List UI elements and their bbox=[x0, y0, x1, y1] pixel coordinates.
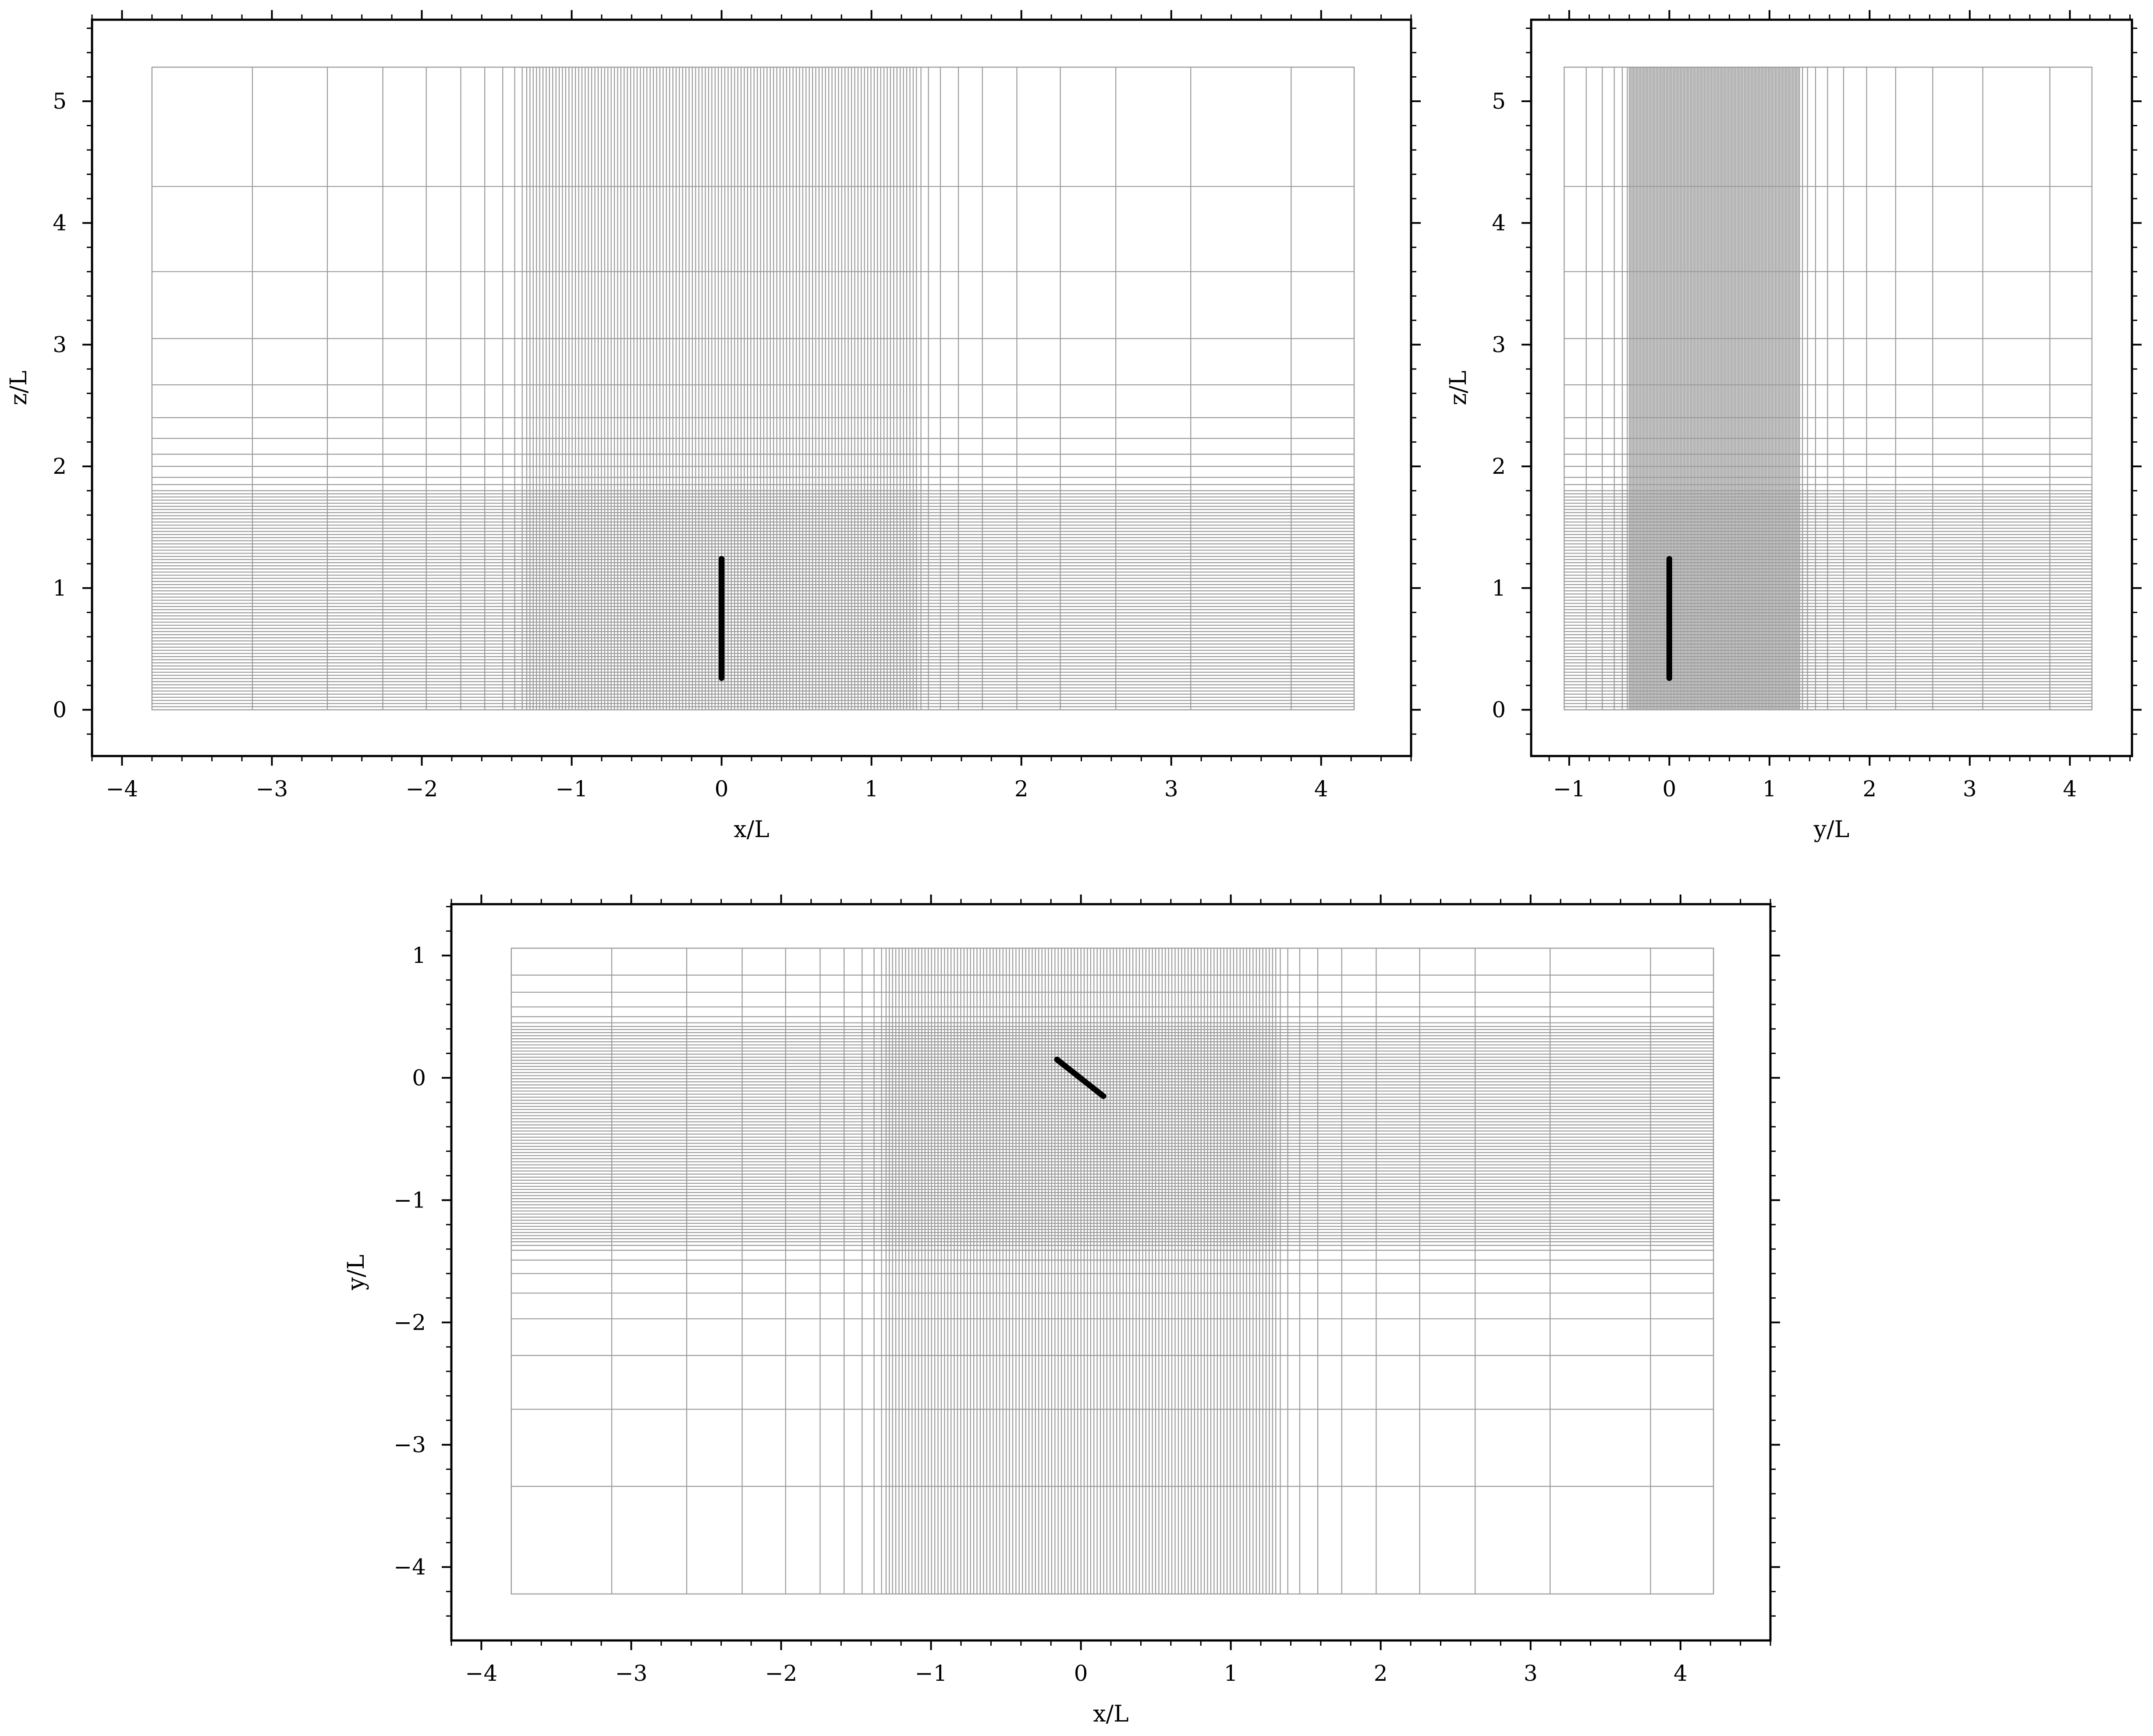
mesh-grid bbox=[511, 948, 1714, 1595]
x-tick-label: 1 bbox=[1224, 1661, 1238, 1686]
x-tick-label: 4 bbox=[1674, 1661, 1688, 1686]
x-tick-label: −2 bbox=[406, 776, 438, 802]
y-tick-label: 3 bbox=[53, 332, 67, 357]
y-tick-label: 5 bbox=[53, 89, 67, 114]
x-tick-label: 2 bbox=[1014, 776, 1029, 802]
y-tick-label: 0 bbox=[53, 697, 67, 722]
y-tick-label: 0 bbox=[412, 1065, 426, 1090]
x-tick-label: 3 bbox=[1524, 1661, 1538, 1686]
x-tick-label: 1 bbox=[1763, 776, 1777, 802]
y-tick-label: 3 bbox=[1492, 332, 1506, 357]
y-tick-label: −1 bbox=[394, 1187, 426, 1213]
mesh-grid bbox=[1564, 67, 2093, 710]
y-axis-label: z/L bbox=[6, 370, 32, 405]
x-tick-label: −4 bbox=[465, 1661, 498, 1686]
x-tick-label: 3 bbox=[1164, 776, 1178, 802]
y-axis-label: y/L bbox=[343, 1254, 369, 1290]
y-tick-label: 0 bbox=[1492, 697, 1506, 722]
y-tick-label: 1 bbox=[53, 575, 67, 601]
x-axis-label: y/L bbox=[1813, 817, 1849, 843]
x-tick-label: −2 bbox=[765, 1661, 798, 1686]
y-tick-label: 2 bbox=[1492, 454, 1506, 479]
y-tick-label: 4 bbox=[1492, 210, 1506, 236]
x-tick-label: 3 bbox=[1963, 776, 1977, 802]
y-tick-label: 2 bbox=[53, 454, 67, 479]
x-tick-label: −1 bbox=[915, 1661, 947, 1686]
x-tick-label: −1 bbox=[1553, 776, 1585, 802]
panel-xz: −4 −3 −2 −1 0 1 2 3 4 0 1 2 3 4 5 x/L z/L bbox=[6, 10, 1421, 843]
x-tick-label: 0 bbox=[1074, 1661, 1088, 1686]
panel-xy: −4 −3 −2 −1 0 1 2 3 4 −4 −3 −2 −1 0 1 x/L y/L bbox=[343, 895, 1780, 1727]
x-tick-label: 2 bbox=[1374, 1661, 1388, 1686]
y-tick-label: −4 bbox=[394, 1555, 426, 1580]
domain-boundary bbox=[1564, 67, 2093, 710]
x-tick-label: −3 bbox=[615, 1661, 648, 1686]
x-tick-label: 0 bbox=[1662, 776, 1676, 802]
mesh-grid bbox=[151, 67, 1355, 710]
x-tick-label: 4 bbox=[1314, 776, 1328, 802]
x-tick-label: 2 bbox=[1862, 776, 1876, 802]
x-axis-label: x/L bbox=[734, 817, 769, 843]
axes-frame bbox=[91, 18, 1412, 757]
x-tick-label: 1 bbox=[865, 776, 879, 802]
y-tick-label: −2 bbox=[394, 1310, 426, 1335]
x-tick-label: −4 bbox=[106, 776, 138, 802]
domain-boundary bbox=[511, 948, 1714, 1595]
plate-body bbox=[1054, 1056, 1107, 1099]
x-axis-label: x/L bbox=[1093, 1701, 1128, 1727]
domain-boundary bbox=[151, 67, 1355, 710]
y-axis-label: z/L bbox=[1445, 370, 1472, 405]
x-tick-label: −3 bbox=[256, 776, 288, 802]
y-tick-label: 1 bbox=[412, 943, 426, 968]
x-tick-label: 0 bbox=[715, 776, 729, 802]
y-tick-label: −3 bbox=[394, 1432, 426, 1457]
x-tick-label: 4 bbox=[2063, 776, 2077, 802]
y-tick-label: 4 bbox=[53, 210, 67, 236]
panel-yz: −1 0 1 2 3 4 0 1 2 3 4 5 y/L z/L bbox=[1445, 10, 2142, 843]
axes-frame bbox=[1530, 18, 2133, 757]
y-tick-label: 1 bbox=[1492, 575, 1506, 601]
x-tick-label: −1 bbox=[556, 776, 588, 802]
axes-frame bbox=[450, 903, 1772, 1642]
y-tick-label: 5 bbox=[1492, 89, 1506, 114]
